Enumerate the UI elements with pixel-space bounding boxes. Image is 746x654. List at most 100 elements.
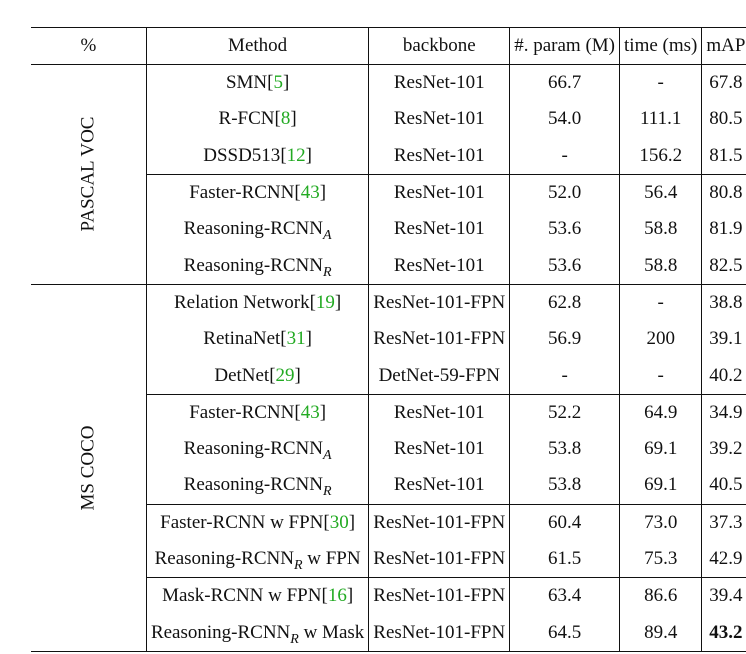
header-time: time (ms)	[619, 27, 703, 65]
method-name: DSSD513	[203, 144, 281, 166]
params-cell: 60.4	[509, 504, 621, 541]
table-row: Faster-RCNN[43] ResNet-101 52.0 56.4 80.8	[31, 174, 746, 212]
map-cell: 39.4	[709, 585, 743, 607]
table-row: Mask-RCNN w FPN[16] ResNet-101-FPN 63.4 86.…	[31, 577, 746, 615]
header-pct: %	[31, 27, 147, 65]
params-cell: 53.8	[509, 430, 621, 468]
citation-link[interactable]: 8	[280, 108, 291, 130]
dataset-label-ms-coco: MS COCO	[77, 425, 99, 511]
dataset-cell: MS COCO	[31, 284, 147, 652]
time-cell: 69.1	[619, 467, 703, 505]
table-row: Reasoning-RCNNR ResNet-101 53.6 58.8 82.5	[31, 247, 746, 285]
method-cell: DetNet[29]	[146, 357, 370, 395]
method-subscript: R	[293, 558, 303, 573]
params-cell: -	[509, 357, 621, 395]
table-row: Reasoning-RCNNR w Mask ResNet-101-FPN 64.5…	[31, 614, 746, 652]
citation-link[interactable]: 29	[275, 364, 295, 386]
citation-link[interactable]: 43	[300, 182, 320, 204]
method-name: Faster-RCNN	[189, 182, 295, 204]
method-cell: RetinaNet[31]	[146, 321, 370, 358]
method-cell: Faster-RCNN w FPN[30]	[146, 504, 370, 541]
time-cell: 73.0	[619, 504, 703, 541]
backbone-cell: ResNet-101	[368, 137, 511, 175]
header-row: % Method backbone #. param (M) time (ms)…	[31, 27, 746, 65]
map-cell: 81.5	[701, 137, 746, 175]
backbone-cell: ResNet-101	[368, 174, 511, 212]
table-row: MS COCO Relation Network[19] ResNet-101-FP…	[31, 284, 746, 652]
map-cell: 42.9	[701, 540, 746, 579]
backbone-cell: ResNet-101	[368, 101, 511, 138]
method-subscript: R	[290, 631, 299, 647]
citation-link[interactable]: 19	[315, 291, 335, 313]
method-subscript: R	[322, 264, 332, 280]
method-suffix: w Mask	[298, 621, 365, 643]
backbone-cell: ResNet-101-FPN	[368, 321, 511, 358]
backbone-cell: ResNet-101	[368, 430, 511, 468]
method-name: Faster-RCNN w FPN	[160, 511, 324, 533]
method-name: Reasoning-RCNN	[183, 218, 323, 240]
method-subscript: R	[322, 484, 332, 500]
time-cell: 200	[619, 321, 703, 358]
citation-link[interactable]: 12	[286, 144, 306, 166]
method-name: Reasoning-RCNN	[183, 474, 323, 496]
method-name: Reasoning-RCNN	[183, 254, 323, 276]
map-cell: 43.2	[701, 614, 746, 652]
results-table: % Method backbone #. param (M) time (ms)…	[31, 27, 746, 652]
citation-link[interactable]: 5	[273, 72, 283, 94]
backbone-cell: ResNet-101-FPN	[368, 284, 511, 322]
backbone-cell: ResNet-101-FPN	[368, 614, 511, 652]
map-cell: 82.5	[701, 247, 746, 285]
method-cell: R-FCN[8]	[146, 101, 370, 138]
method-cell: Reasoning-RCNNR w Mask	[146, 614, 370, 652]
method-cell: Relation Network[19]	[146, 284, 370, 322]
header-method: Method	[146, 27, 370, 65]
header-params: #. param (M)	[509, 27, 621, 65]
table-row: Reasoning-RCNNA ResNet-101 53.6 58.8 81.9	[31, 211, 746, 248]
params-cell: 53.8	[509, 467, 621, 505]
citation-link[interactable]: 31	[286, 328, 306, 350]
params-cell: 63.4	[509, 577, 621, 615]
citation-link[interactable]: 16	[327, 585, 347, 607]
params-cell: 53.6	[509, 247, 621, 285]
method-cell: Reasoning-RCNNA	[146, 430, 370, 468]
method-cell: Reasoning-RCNNR w FPN	[146, 540, 370, 579]
backbone-cell: DetNet-59-FPN	[368, 357, 511, 395]
time-cell: 89.4	[619, 614, 703, 652]
map-cell: 81.9	[709, 218, 743, 240]
table-row: Reasoning-RCNNA ResNet-101 53.8 69.1 39.2	[31, 430, 746, 468]
backbone-cell: ResNet-101	[368, 211, 511, 248]
time-cell: 86.6	[619, 577, 703, 615]
map-cell: 40.2	[701, 357, 746, 395]
method-cell: Reasoning-RCNNA	[146, 211, 370, 248]
citation-link[interactable]: 43	[300, 401, 320, 423]
params-cell: 56.9	[509, 321, 621, 358]
method-name: Faster-RCNN	[189, 401, 295, 423]
time-cell: 69.1	[619, 430, 703, 468]
citation-link[interactable]: 30	[329, 511, 349, 533]
map-cell: 40.5	[701, 467, 746, 505]
table-row: Faster-RCNN[43] ResNet-101 52.2 64.9 34.9	[31, 394, 746, 431]
dataset-label-pascal-voc: PASCAL VOC	[77, 116, 99, 232]
map-cell: 34.9	[709, 401, 743, 423]
time-cell: 64.9	[619, 394, 703, 431]
method-cell: Reasoning-RCNNR	[146, 467, 370, 505]
method-subscript: A	[322, 228, 332, 244]
backbone-cell: ResNet-101	[368, 247, 511, 285]
method-subscript: A	[322, 448, 332, 464]
table-row: Reasoning-RCNNR ResNet-101 53.8 69.1 40.5	[31, 467, 746, 505]
method-name: SMN	[225, 72, 268, 94]
params-cell: 53.6	[509, 211, 621, 248]
method-name: R-FCN	[218, 108, 275, 130]
time-cell: 56.4	[619, 174, 703, 212]
header-backbone: backbone	[368, 27, 511, 65]
params-cell: -	[509, 137, 621, 175]
method-suffix: w FPN	[302, 548, 361, 569]
table-row: Reasoning-RCNNR w FPN ResNet-101-FPN 61.5 7…	[31, 540, 746, 579]
map-cell: 67.8	[709, 72, 743, 94]
time-cell: -	[619, 357, 703, 395]
params-cell: 52.0	[509, 174, 621, 212]
method-cell: Reasoning-RCNNR	[146, 247, 370, 285]
params-cell: 66.7	[509, 64, 621, 102]
backbone-cell: ResNet-101-FPN	[368, 577, 511, 615]
backbone-cell: ResNet-101	[368, 467, 511, 505]
